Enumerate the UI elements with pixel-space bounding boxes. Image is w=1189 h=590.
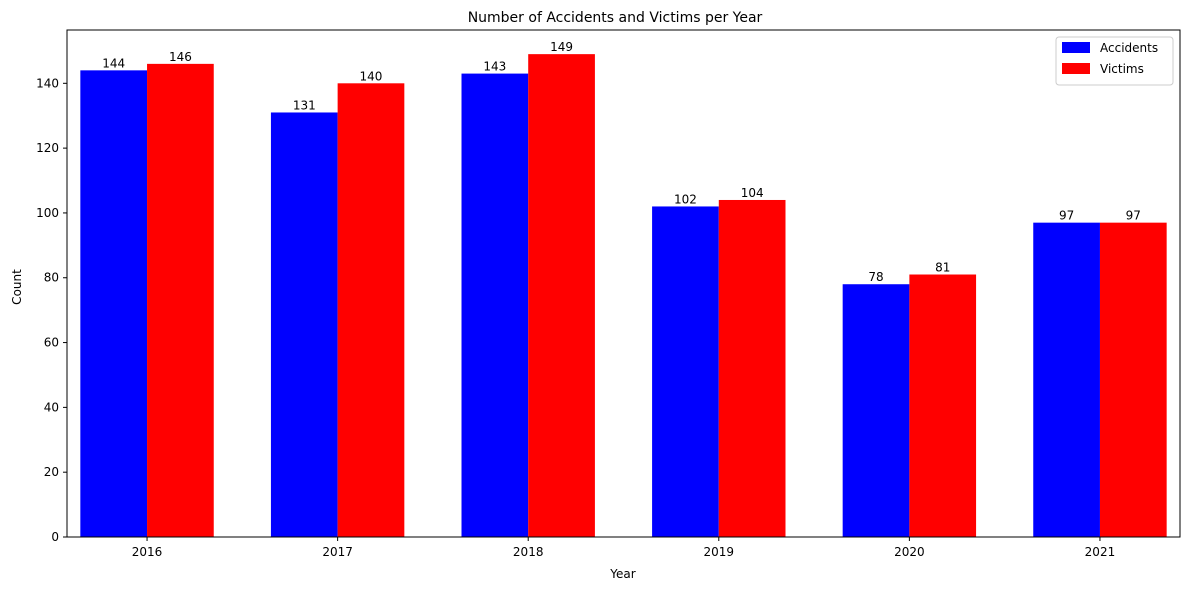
data-label-accidents-2019: 102: [674, 192, 697, 206]
data-label-victims-2016: 146: [169, 50, 192, 64]
data-label-accidents-2020: 78: [868, 270, 883, 284]
bar-victims-2019: [718, 199, 786, 537]
data-label-victims-2020: 81: [935, 261, 950, 275]
legend-label-accidents: Accidents: [1100, 41, 1158, 55]
data-label-accidents-2018: 143: [483, 60, 506, 74]
bars-layer: [80, 54, 1167, 538]
data-labels-layer: 144 131 143 102 78 97 146 140 149 104 81 97: [102, 40, 1141, 284]
x-tick-label: 2018: [513, 545, 544, 559]
x-tick-label: 2016: [132, 545, 163, 559]
data-label-accidents-2021: 97: [1059, 209, 1074, 223]
x-tick-label: 2021: [1085, 545, 1116, 559]
bar-accidents-2017: [270, 112, 338, 537]
y-axis: 0 20 40 60 80 100 120 140: [36, 76, 67, 544]
x-axis-label: Year: [609, 567, 635, 581]
bar-accidents-2016: [80, 70, 148, 537]
data-label-victims-2018: 149: [550, 40, 573, 54]
data-label-accidents-2017: 131: [293, 98, 316, 112]
y-tick-label: 60: [44, 336, 59, 350]
y-tick-label: 140: [36, 76, 59, 90]
x-tick-label: 2017: [322, 545, 353, 559]
data-label-accidents-2016: 144: [102, 56, 125, 70]
data-label-victims-2021: 97: [1126, 209, 1141, 223]
y-tick-label: 40: [44, 400, 59, 414]
y-tick-label: 100: [36, 206, 59, 220]
chart-title: Number of Accidents and Victims per Year: [468, 10, 763, 26]
bar-accidents-2018: [461, 73, 529, 538]
legend: Accidents Victims: [1055, 36, 1174, 86]
y-tick-label: 80: [44, 271, 59, 285]
y-tick-label: 0: [51, 530, 59, 544]
bar-accidents-2020: [842, 284, 910, 537]
bar-victims-2018: [528, 54, 595, 538]
x-axis: 2016 2017 2018 2019 2020 2021: [132, 537, 1115, 559]
bar-accidents-2019: [652, 206, 719, 538]
bar-victims-2017: [337, 83, 405, 538]
y-tick-label: 20: [44, 465, 59, 479]
bar-victims-2020: [909, 274, 977, 537]
legend-label-victims: Victims: [1100, 62, 1144, 76]
y-tick-label: 120: [36, 141, 59, 155]
legend-swatch-victims: [1062, 63, 1090, 74]
data-label-victims-2019: 104: [741, 186, 764, 200]
bar-victims-2016: [147, 63, 214, 538]
data-label-victims-2017: 140: [360, 69, 383, 83]
y-axis-label: Count: [10, 269, 24, 305]
plot-frame: [66, 29, 1181, 538]
bar-accidents-2021: [1033, 222, 1100, 538]
x-tick-label: 2020: [894, 545, 925, 559]
bar-victims-2021: [1099, 222, 1167, 538]
legend-swatch-accidents: [1062, 42, 1090, 53]
x-tick-label: 2019: [704, 545, 735, 559]
